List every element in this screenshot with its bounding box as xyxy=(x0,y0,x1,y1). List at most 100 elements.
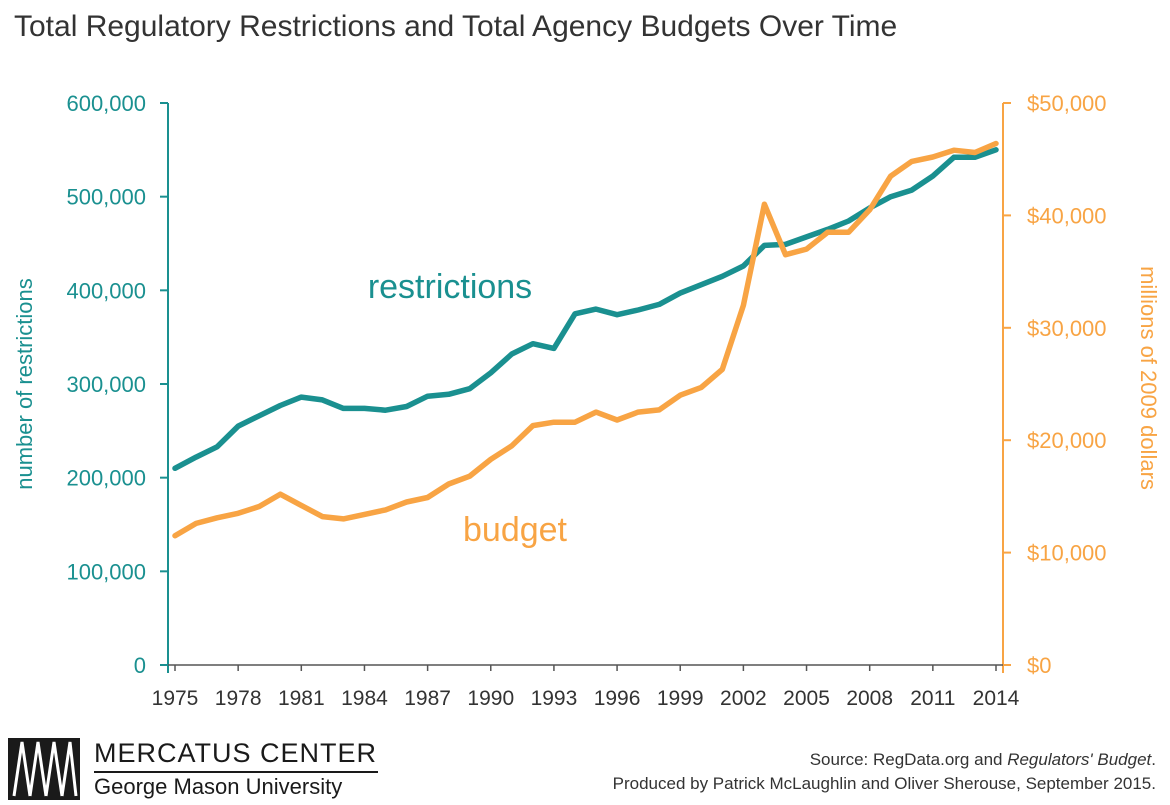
x-axis-tick-label: 2014 xyxy=(973,687,1020,710)
data-point-budget xyxy=(825,230,830,235)
x-axis-tick-label: 2005 xyxy=(783,687,830,710)
data-point-restrictions xyxy=(383,408,388,413)
mercatus-logo: MERCATUS CENTER George Mason University xyxy=(8,738,388,800)
data-point-budget xyxy=(320,514,325,519)
produced-by: Produced by Patrick McLaughlin and Olive… xyxy=(612,774,1156,793)
mercatus-mark-icon xyxy=(8,738,80,800)
data-point-restrictions xyxy=(278,403,283,408)
data-point-budget xyxy=(909,159,914,164)
data-point-budget xyxy=(888,174,893,179)
data-point-budget xyxy=(720,367,725,372)
data-point-restrictions xyxy=(909,188,914,193)
data-point-restrictions xyxy=(657,302,662,307)
data-point-restrictions xyxy=(509,352,514,357)
series-label-budget: budget xyxy=(463,511,568,549)
data-point-budget xyxy=(194,521,199,526)
left-axis-tick-label: 200,000 xyxy=(66,466,146,491)
x-axis-tick-label: 1984 xyxy=(341,687,388,710)
data-point-budget xyxy=(572,420,577,425)
series-line-budget xyxy=(172,140,999,539)
chart-title: Total Regulatory Restrictions and Total … xyxy=(14,10,898,43)
data-point-budget xyxy=(678,393,683,398)
series-line-restrictions xyxy=(172,147,999,472)
data-point-restrictions xyxy=(930,174,935,179)
source-suffix: . xyxy=(1151,750,1156,769)
x-axis-tick-label: 1990 xyxy=(467,687,514,710)
data-point-budget xyxy=(446,482,451,487)
data-point-budget xyxy=(236,511,241,516)
source-note: Source: RegData.org and Regulators' Budg… xyxy=(613,748,1156,796)
data-point-restrictions xyxy=(236,424,241,429)
data-point-budget xyxy=(930,154,935,159)
data-point-budget xyxy=(951,148,956,153)
data-point-budget xyxy=(657,407,662,412)
data-point-budget xyxy=(783,252,788,257)
right-axis-tick-label: $10,000 xyxy=(1027,541,1107,566)
data-point-restrictions xyxy=(530,341,535,346)
data-point-restrictions xyxy=(678,291,683,296)
left-axis-tick-label: 0 xyxy=(134,653,146,678)
x-axis-tick-label: 1975 xyxy=(152,687,199,710)
data-point-restrictions xyxy=(215,444,220,449)
data-point-budget xyxy=(278,492,283,497)
data-point-restrictions xyxy=(572,311,577,316)
data-point-restrictions xyxy=(699,282,704,287)
data-point-budget xyxy=(867,207,872,212)
data-point-budget xyxy=(509,443,514,448)
data-point-restrictions xyxy=(341,406,346,411)
data-point-restrictions xyxy=(488,370,493,375)
data-point-budget xyxy=(804,247,809,252)
data-point-budget xyxy=(762,202,767,207)
right-axis-tick-label: $40,000 xyxy=(1027,203,1107,228)
data-point-restrictions xyxy=(551,346,556,351)
data-point-restrictions xyxy=(741,263,746,268)
source-prefix: Source: RegData.org and xyxy=(809,750,1008,769)
left-axis-title: number of restrictions xyxy=(12,278,37,490)
data-point-restrictions xyxy=(951,155,956,160)
data-point-budget xyxy=(173,533,178,538)
left-axis-tick-label: 400,000 xyxy=(66,278,146,303)
data-point-restrictions xyxy=(846,219,851,224)
data-point-budget xyxy=(741,303,746,308)
x-axis-tick-label: 1981 xyxy=(278,687,325,710)
data-point-budget xyxy=(530,423,535,428)
left-axis-tick-label: 500,000 xyxy=(66,185,146,210)
data-point-restrictions xyxy=(425,394,430,399)
data-point-budget xyxy=(972,150,977,155)
x-axis-tick-label: 1993 xyxy=(531,687,578,710)
left-axis-tick-label: 600,000 xyxy=(66,91,146,116)
data-point-budget xyxy=(615,417,620,422)
right-axis-tick-label: $0 xyxy=(1027,653,1051,678)
x-axis-tick-label: 2011 xyxy=(910,687,955,710)
data-point-restrictions xyxy=(320,397,325,402)
data-point-budget xyxy=(425,495,430,500)
right-axis-tick-label: $50,000 xyxy=(1027,91,1107,116)
x-axis-tick-label: 2008 xyxy=(846,687,893,710)
x-axis-tick-label: 1996 xyxy=(594,687,641,710)
data-point-restrictions xyxy=(804,234,809,239)
data-point-budget xyxy=(467,474,472,479)
data-point-budget xyxy=(257,504,262,509)
data-point-budget xyxy=(362,512,367,517)
series-label-restrictions: restrictions xyxy=(368,268,532,306)
data-point-budget xyxy=(594,410,599,415)
data-point-restrictions xyxy=(888,194,893,199)
data-point-restrictions xyxy=(972,155,977,160)
data-point-budget xyxy=(383,507,388,512)
data-point-budget xyxy=(404,500,409,505)
data-point-restrictions xyxy=(994,147,999,152)
source-line: Source: RegData.org and Regulators' Budg… xyxy=(613,748,1156,772)
data-point-restrictions xyxy=(636,308,641,313)
data-point-restrictions xyxy=(467,386,472,391)
x-axis-tick-label: 1999 xyxy=(657,687,704,710)
data-point-budget xyxy=(341,516,346,521)
data-point-restrictions xyxy=(257,413,262,418)
data-point-budget xyxy=(551,420,556,425)
source-italic: Regulators' Budget xyxy=(1007,750,1152,769)
logo-divider xyxy=(94,771,378,773)
data-point-budget xyxy=(699,385,704,390)
data-point-budget xyxy=(299,503,304,508)
data-point-restrictions xyxy=(404,404,409,409)
data-point-restrictions xyxy=(299,395,304,400)
line-chart: 0 100,000 200,000 300,000 400,000 500,000 600,… xyxy=(12,91,1161,710)
